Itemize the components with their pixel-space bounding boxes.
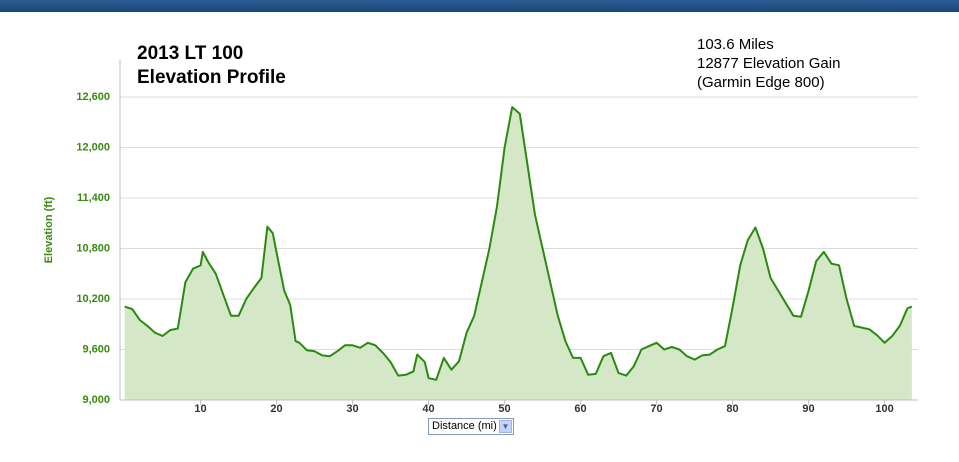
top-bar	[0, 0, 959, 12]
y-tick-label: 11,400	[77, 192, 110, 204]
annotation: (Garmin Edge 800)	[697, 74, 825, 91]
annotation: 12877 Elevation Gain	[697, 55, 840, 72]
x-axis-label: Distance (mi)	[432, 420, 497, 432]
x-axis-dropdown[interactable]: Distance (mi) ▼	[428, 418, 514, 435]
elevation-line	[124, 106, 913, 381]
y-tick-label: 10,800	[76, 242, 110, 254]
y-tick-label: 12,000	[76, 141, 110, 153]
chart-subtitle: Elevation Profile	[137, 67, 286, 88]
y-axis-label: Elevation (ft)	[43, 196, 55, 263]
x-tick-label: 30	[346, 403, 358, 415]
x-tick-label: 90	[802, 403, 814, 415]
x-tick-label: 20	[270, 403, 282, 415]
dropdown-arrow[interactable]: ▼	[499, 420, 512, 433]
y-tick-label: 12,600	[76, 91, 110, 103]
x-tick-label: 100	[875, 403, 893, 415]
y-tick-label: 9,600	[82, 343, 110, 355]
annotation: 103.6 Miles	[697, 36, 774, 53]
x-tick-label: 80	[726, 403, 738, 415]
y-tick-label: 9,000	[82, 394, 110, 406]
x-tick-label: 70	[650, 403, 662, 415]
x-tick-label: 50	[498, 403, 510, 415]
chart-title: 2013 LT 100	[137, 43, 243, 64]
y-tick-label: 10,200	[76, 293, 110, 305]
x-tick-label: 10	[194, 403, 206, 415]
x-tick-label: 40	[422, 403, 434, 415]
x-tick-label: 60	[574, 403, 586, 415]
area-fill	[124, 107, 912, 400]
